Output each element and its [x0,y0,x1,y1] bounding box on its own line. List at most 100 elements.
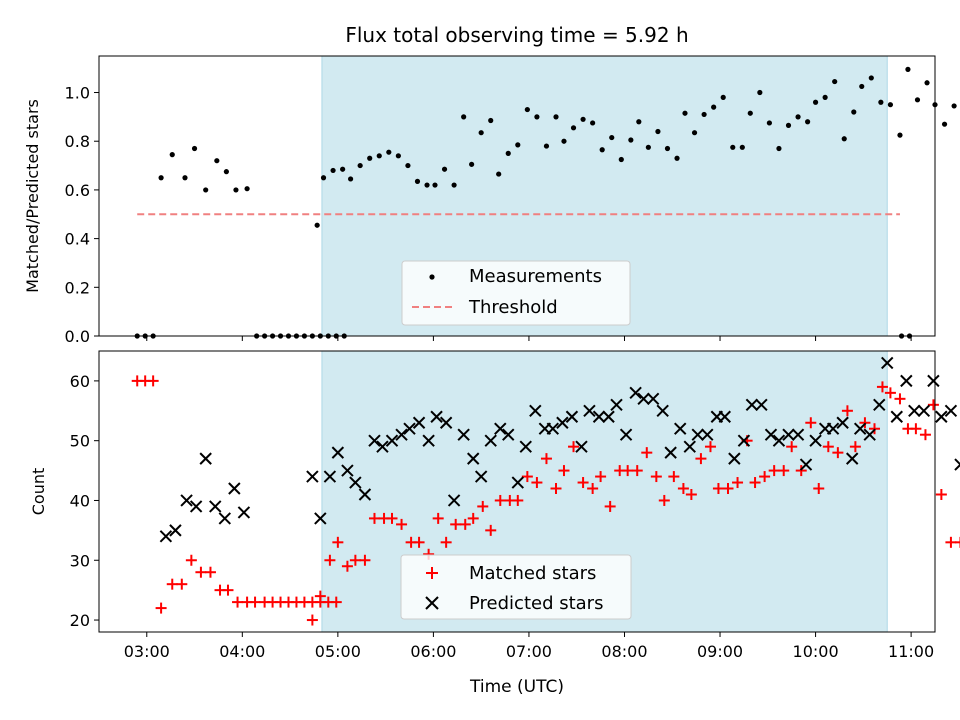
top-y-axis-label: Matched/Predicted stars [23,99,42,293]
measurement-point [244,186,250,192]
measurement-point [757,89,763,96]
measurement-point [233,187,239,193]
predicted-point [873,398,886,412]
matched-point [204,566,216,578]
predicted-point [917,404,931,417]
matched-point [712,483,724,495]
matched-point [759,471,771,483]
predicted-point [368,434,381,447]
predicted-point [237,506,251,519]
predicted-point [845,452,859,465]
bottom-y-ticks: 20 30 40 50 60 [70,372,99,630]
measurement-point [905,66,911,72]
predicted-point [228,482,241,495]
matched-point [341,560,353,572]
y-tick-label: 50 [70,432,90,451]
matched-point [467,512,479,524]
legend-predicted-label: Predicted stars [469,593,603,614]
measurement-point [795,114,801,120]
measurement-point [405,162,411,169]
predicted-point [422,434,435,447]
predicted-point [519,440,532,453]
x-tick-label: 11:00 [888,642,934,661]
matched-point [494,494,506,506]
measurement-point [320,175,327,181]
matched-point [813,483,825,495]
y-tick-label: 0.4 [65,230,90,249]
measurement-point [636,119,642,125]
matched-point [349,554,361,566]
matched-point [512,494,524,506]
measurement-point [590,120,596,126]
y-tick-label: 0.6 [65,181,90,200]
predicted-point [556,416,569,429]
predicted-point [691,428,704,441]
measurement-point [553,114,559,120]
predicted-point [592,410,606,423]
top-legend: Measurements Threshold [401,260,631,326]
matched-point [650,471,662,483]
matched-point [332,536,344,548]
matched-point [768,465,780,477]
matched-point [166,578,178,590]
predicted-point [306,470,319,483]
predicted-point [683,440,696,453]
predicted-point [323,470,337,483]
predicted-point [664,446,677,459]
matched-point [450,518,462,530]
measurement-point [851,109,857,115]
predicted-point [853,422,867,435]
measurement-point [515,142,521,148]
x-tick-label: 07:00 [506,642,552,661]
matched-point [927,399,939,411]
predicted-point [546,422,560,435]
matched-point [550,483,562,495]
matched-point [945,536,957,548]
predicted-point [619,428,633,441]
legend-matched-label: Matched stars [469,563,596,584]
predicted-point [701,428,714,441]
matched-point [330,596,342,608]
measurement-point [461,114,467,120]
measurement-point [924,80,930,86]
matched-point [477,500,489,512]
bottom-y-axis-label: Count [29,468,48,516]
matched-point [604,500,616,512]
predicted-point [457,428,470,441]
legend-predicted-marker [425,596,439,610]
measurement-point [314,222,320,228]
matched-point [822,441,834,453]
predicted-point [954,458,960,471]
measurement-point [822,94,828,100]
measurement-point [776,145,782,152]
predicted-point [610,398,623,412]
legend-matched-marker [426,567,438,579]
matched-point [306,614,318,626]
measurement-point [340,166,346,172]
measurement-point [561,138,567,144]
measurement-point [691,130,698,136]
measurement-point [367,155,373,161]
predicted-point [349,476,362,489]
predicted-point [331,446,345,459]
matched-point [919,429,931,441]
predicted-point [529,404,542,417]
predicted-point [782,428,795,441]
matched-point [935,488,947,500]
predicted-point [935,410,948,423]
measurement-point [451,182,457,188]
measurement-point [424,182,430,188]
x-tick-label: 10:00 [793,642,839,661]
matched-point [459,518,471,530]
predicted-point [809,434,822,447]
matched-point [176,578,188,590]
measurement-point [191,145,198,152]
top-legend-box [401,260,631,326]
matched-point [440,536,452,548]
measurement-point [682,110,688,116]
matched-point [359,554,371,566]
predicted-point [494,422,507,435]
predicted-point [218,512,232,525]
predicted-stars-points [159,356,960,543]
matched-point [324,554,336,566]
